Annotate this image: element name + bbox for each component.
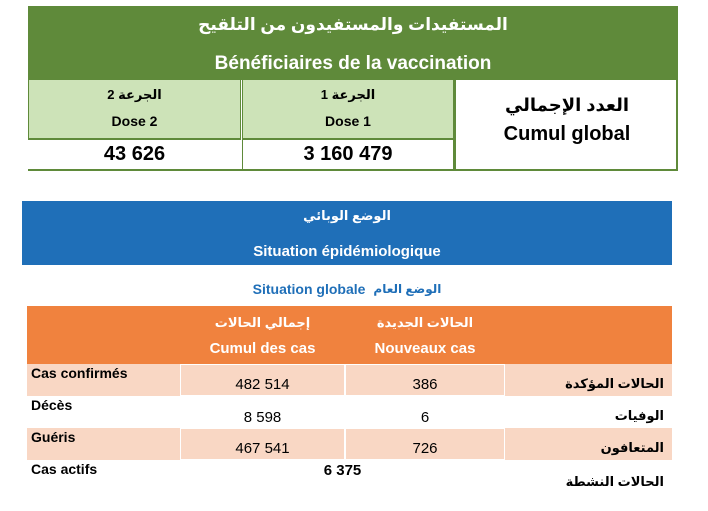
table-header: إجمالي الحالات Cumul des cas الحالات الج… xyxy=(27,306,672,364)
global-situation-title: Situation globale الوضع العام xyxy=(22,276,672,302)
row-label-fr: Guéris xyxy=(27,428,180,460)
row-nouveaux-value: 6 xyxy=(345,396,505,428)
column-cumul-ar: إجمالي الحالات xyxy=(214,315,311,330)
dose2-value: 43 626 xyxy=(28,138,241,169)
cumul-label-fr: Cumul global xyxy=(503,122,631,145)
row-label-fr: Décès xyxy=(27,396,180,428)
vaccination-header xyxy=(28,6,678,80)
dose1-label-ar: الجرعة 1 xyxy=(320,87,376,102)
table-row: Guéris 467 541 726 المتعافون xyxy=(27,428,672,460)
column-nouveaux-ar: الحالات الجديدة xyxy=(376,315,474,330)
column-nouveaux-header: الحالات الجديدة Nouveaux cas xyxy=(345,306,505,364)
dose1-label-fr: Dose 1 xyxy=(325,113,371,129)
epidemiology-title-fr: Situation épidémiologique xyxy=(253,242,441,260)
cumul-label-ar: العدد الإجمالي xyxy=(504,94,630,115)
column-cumul-header: إجمالي الحالات Cumul des cas xyxy=(180,306,345,364)
table-row: Cas confirmés 482 514 386 الحالات المؤكد… xyxy=(27,364,672,396)
dose2-label-fr: Dose 2 xyxy=(111,113,158,129)
row-label-fr: Cas confirmés xyxy=(27,364,180,396)
row-label-ar: الوفيات xyxy=(505,396,672,428)
column-nouveaux-fr: Nouveaux cas xyxy=(374,339,476,357)
cumul-global-cell: العدد الإجمالي Cumul global xyxy=(454,80,678,171)
actifs-label-ar: الحالات النشطة xyxy=(505,460,672,494)
vaccination-title-fr: Bénéficiaires de la vaccination xyxy=(214,53,492,74)
dose2-label-ar: الجرعة 2 xyxy=(107,87,162,102)
global-situation-label-ar: الوضع العام xyxy=(373,282,442,296)
actifs-label-fr: Cas actifs xyxy=(27,460,180,494)
actifs-value: 6 375 xyxy=(180,460,505,494)
row-label-ar: الحالات المؤكدة xyxy=(505,364,672,396)
row-cumul-value: 8 598 xyxy=(180,396,345,428)
table-row-actifs: Cas actifs 6 375 الحالات النشطة xyxy=(27,460,672,494)
table-row: Décès 8 598 6 الوفيات xyxy=(27,396,672,428)
vaccination-title-ar: المستفيدات والمستفيدون من التلقيح xyxy=(198,15,508,34)
column-cumul-fr: Cumul des cas xyxy=(209,339,316,357)
epidemiology-title-ar: الوضع الوبائي xyxy=(303,208,391,223)
row-label-ar: المتعافون xyxy=(505,428,672,460)
epidemiology-banner xyxy=(22,201,672,265)
row-nouveaux-value: 726 xyxy=(345,428,505,460)
dose1-value: 3 160 479 xyxy=(242,138,454,169)
row-nouveaux-value: 386 xyxy=(345,364,505,396)
dose1-header: الجرعة 1 Dose 1 xyxy=(242,80,454,138)
global-situation-label-fr: Situation globale xyxy=(252,281,366,297)
dose2-header: الجرعة 2 Dose 2 xyxy=(28,80,241,138)
row-cumul-value: 482 514 xyxy=(180,364,345,396)
row-cumul-value: 467 541 xyxy=(180,428,345,460)
